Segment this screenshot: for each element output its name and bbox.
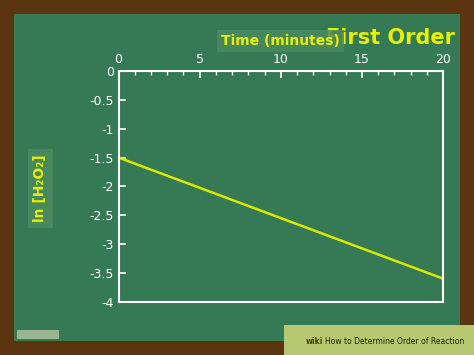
Text: First Order: First Order	[326, 28, 455, 48]
FancyBboxPatch shape	[284, 325, 474, 355]
FancyBboxPatch shape	[14, 14, 460, 341]
Text: How to Determine Order of Reaction: How to Determine Order of Reaction	[325, 337, 464, 346]
FancyBboxPatch shape	[17, 330, 59, 339]
Text: wiki: wiki	[306, 337, 323, 346]
Text: ln [H₂O₂]: ln [H₂O₂]	[33, 154, 47, 222]
X-axis label: Time (minutes): Time (minutes)	[221, 34, 340, 48]
